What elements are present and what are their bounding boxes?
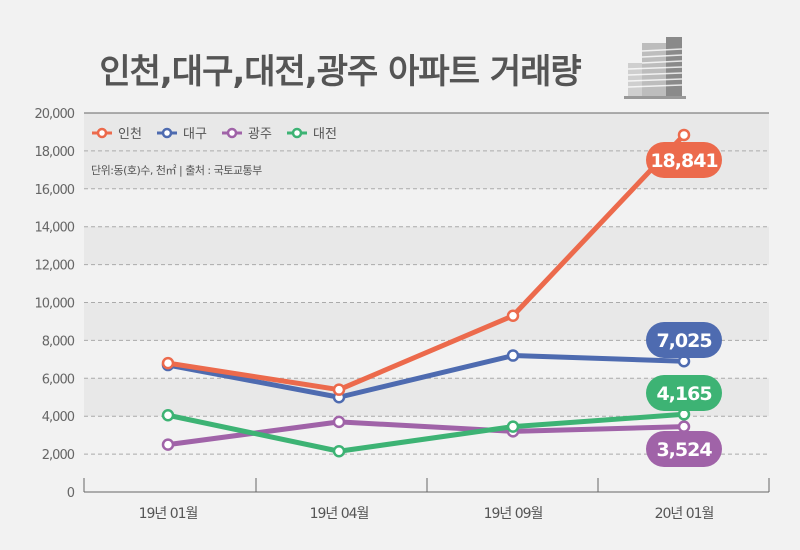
y-tick-label: 14,000	[35, 221, 75, 236]
x-tick-label: 19년 04월	[310, 506, 369, 522]
y-tick-label: 2,000	[42, 448, 75, 463]
legend-label: 인천	[118, 127, 142, 142]
series-line-대구	[167, 353, 685, 400]
data-point	[332, 415, 346, 429]
legend-label: 대전	[313, 127, 337, 142]
y-tick-label: 0	[67, 486, 75, 501]
data-point	[332, 383, 346, 396]
grid-band	[84, 226, 769, 265]
chart-title: 인천,대구,대전,광주 아파트 거래량	[99, 52, 581, 92]
data-point	[506, 420, 520, 433]
data-point	[332, 445, 346, 458]
value-label: 4,165	[656, 383, 711, 405]
data-point	[161, 356, 175, 370]
legend-marker	[291, 127, 303, 139]
data-point	[161, 438, 175, 451]
legend-marker	[96, 127, 108, 139]
legend-label: 광주	[248, 127, 272, 142]
unit-source-note: 단위:동(호)수, 천㎡ | 출처 : 국토교통부	[91, 163, 262, 177]
value-label: 7,025	[656, 330, 711, 352]
data-point	[677, 420, 691, 433]
x-tick-label: 19년 09월	[484, 506, 543, 522]
y-tick-label: 6,000	[42, 372, 75, 387]
series-line-대전	[167, 411, 685, 454]
value-badge	[646, 431, 722, 467]
value-label: 3,524	[656, 439, 712, 461]
series-line-인천	[167, 133, 686, 393]
data-point	[506, 309, 520, 323]
data-point	[677, 128, 691, 142]
value-badge	[646, 322, 722, 358]
y-tick-label: 8,000	[42, 334, 75, 349]
legend-marker	[161, 127, 173, 139]
value-badge	[646, 142, 722, 178]
legend-label: 대구	[183, 127, 207, 142]
y-tick-label: 16,000	[35, 183, 75, 198]
y-tick-label: 20,000	[35, 107, 75, 122]
y-tick-label: 4,000	[42, 410, 75, 425]
y-tick-label: 18,000	[35, 145, 75, 160]
x-tick-label: 19년 01월	[139, 506, 198, 522]
legend-marker	[226, 127, 238, 139]
y-tick-label: 12,000	[35, 259, 75, 274]
value-badge	[646, 375, 722, 411]
data-point	[506, 349, 520, 362]
y-tick-label: 10,000	[35, 297, 75, 312]
x-tick-label: 20년 01월	[655, 506, 714, 522]
value-label: 18,841	[650, 150, 717, 172]
data-point	[161, 409, 175, 422]
